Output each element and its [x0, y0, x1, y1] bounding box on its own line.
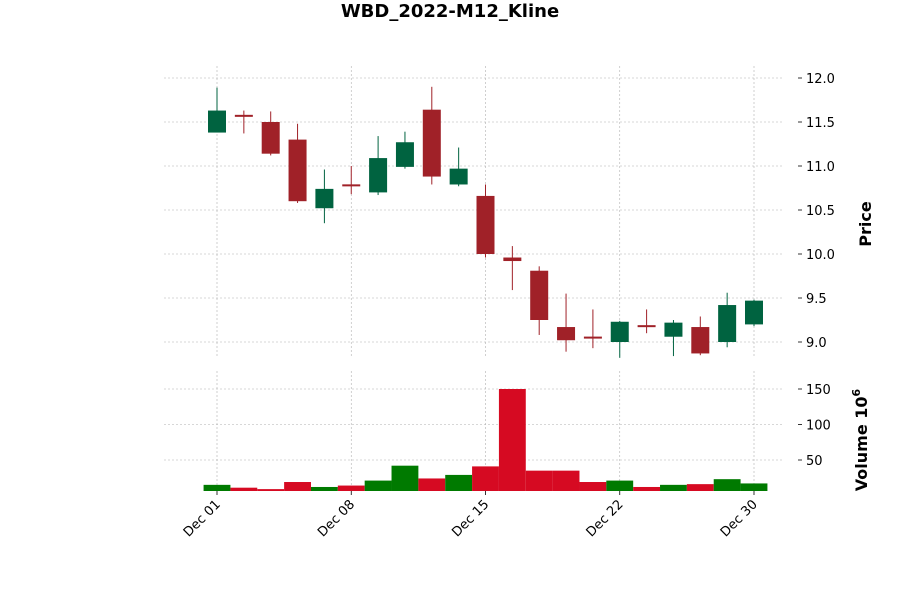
candle-body	[583, 336, 602, 339]
volume-bar-2022-12-28	[686, 484, 714, 491]
chart-title: WBD_2022-M12_Kline	[341, 1, 559, 22]
volume-bar-2022-12-05	[257, 489, 285, 491]
candle-body	[342, 184, 361, 187]
x-tick-label: Dec 22	[584, 497, 627, 540]
volume-bar-2022-12-08	[337, 485, 365, 491]
candle-body	[234, 114, 253, 117]
price-tick-label: 11.0	[806, 160, 835, 175]
price-tick-label: 9.5	[806, 292, 827, 307]
candle-body	[637, 325, 656, 328]
candle-2022-12-06	[288, 123, 307, 203]
volume-axis-label: Volume 106	[850, 388, 871, 491]
candle-body	[369, 158, 388, 193]
candle-body	[449, 168, 468, 185]
volume-bar-2022-12-12	[391, 465, 419, 491]
volume-bar-2022-12-15	[472, 466, 499, 491]
volume-bar-2022-12-19	[525, 470, 553, 491]
candle-body	[503, 257, 522, 262]
volume-bar-2022-12-22	[606, 480, 634, 491]
candle-2022-12-27	[664, 320, 683, 357]
candle-body	[315, 188, 334, 209]
candle-2022-12-15	[476, 184, 495, 258]
volume-bar-2022-12-16	[498, 389, 526, 491]
volume-bar-2022-12-29	[713, 479, 741, 491]
volume-bar-2022-12-01	[203, 484, 231, 491]
candle-body	[261, 122, 280, 154]
price-candles	[208, 86, 763, 358]
volume-bar-2022-12-20	[552, 470, 580, 491]
volume-scale-base: 10	[852, 396, 871, 418]
candle-2022-12-02	[234, 110, 253, 134]
candle-body	[718, 305, 737, 342]
candle-2022-12-19	[530, 266, 549, 335]
volume-bar-2022-12-07	[310, 486, 338, 491]
candle-2022-12-09	[369, 136, 388, 196]
x-tick-label: Dec 30	[718, 497, 761, 540]
candle-2022-12-29	[718, 292, 737, 348]
candle-2022-12-07	[315, 169, 334, 224]
candle-2022-12-05	[261, 111, 280, 156]
price-axis-label: Price	[856, 201, 875, 247]
candle-2022-12-28	[691, 316, 710, 356]
price-tick-label: 10.0	[806, 248, 835, 263]
x-tick-label: Dec 08	[315, 497, 358, 540]
price-tick-label: 9.0	[806, 336, 827, 351]
candle-body	[530, 270, 549, 320]
volume-axis-label-text: Volume	[852, 424, 871, 491]
volume-bar-2022-12-14	[445, 474, 473, 491]
candle-2022-12-22	[610, 320, 629, 358]
candle-body	[288, 139, 307, 202]
volume-bar-2022-12-21	[579, 482, 607, 491]
candle-2022-12-12	[395, 131, 414, 169]
x-tick-label: Dec 15	[449, 497, 492, 540]
volume-tick-label: 150	[806, 383, 831, 398]
volume-bar-2022-12-06	[284, 482, 311, 491]
volume-bar-2022-12-02	[230, 487, 258, 491]
candle-2022-12-21	[583, 309, 602, 349]
candle-body	[557, 327, 576, 341]
candle-2022-12-16	[503, 246, 522, 291]
price-axis: 9.0 9.5 10.0 10.5 11.0 11.5 12.0	[798, 72, 835, 351]
price-tick-label: 10.5	[806, 204, 835, 219]
price-tick-label: 12.0	[806, 72, 835, 87]
candle-2022-12-23	[637, 309, 656, 334]
volume-axis: 50 100 150	[798, 383, 831, 469]
candle-2022-12-20	[557, 293, 576, 352]
candle-body	[422, 109, 441, 177]
price-grid	[164, 77, 782, 343]
volume-bars	[203, 389, 768, 491]
candle-body	[691, 327, 710, 354]
volume-bar-2022-12-30	[740, 483, 768, 491]
candle-2022-12-14	[449, 147, 468, 187]
candle-body	[610, 321, 629, 342]
x-tick-label: Dec 01	[181, 497, 224, 540]
volume-bar-2022-12-27	[660, 484, 687, 491]
candle-body	[476, 195, 495, 254]
candle-body	[208, 110, 226, 133]
volume-grid	[164, 388, 782, 461]
volume-bar-2022-12-13	[418, 478, 446, 491]
x-axis: Dec 01 Dec 08 Dec 15 Dec 22 Dec 30	[181, 491, 761, 540]
candle-body	[745, 300, 763, 325]
volume-tick-label: 50	[806, 454, 823, 469]
price-tick-label: 11.5	[806, 116, 835, 131]
volume-bar-2022-12-09	[364, 480, 392, 491]
volume-scale-exponent: 6	[850, 388, 863, 396]
candle-2022-12-08	[342, 166, 361, 195]
candle-body	[395, 142, 414, 167]
candle-2022-12-01	[208, 87, 226, 133]
volume-bar-2022-12-23	[633, 486, 661, 491]
volume-tick-label: 100	[806, 419, 831, 434]
candle-2022-12-30	[745, 299, 763, 327]
candle-body	[664, 322, 683, 337]
candle-2022-12-13	[422, 86, 441, 185]
x-grid	[216, 66, 755, 491]
